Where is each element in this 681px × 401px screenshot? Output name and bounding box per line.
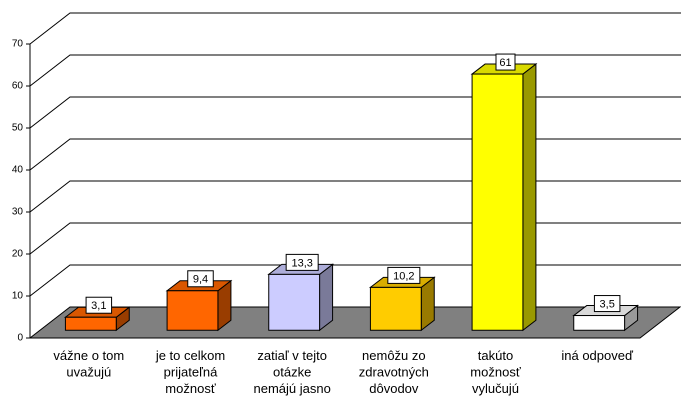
x-tick-label: takúto možnosť vylučujú	[470, 348, 521, 396]
x-tick-label-line: uvažujú	[66, 365, 111, 380]
x-tick-label: je to celkom prijateľná možnosť	[155, 348, 225, 396]
x-tick-label-line: nemôžu zo	[362, 348, 426, 363]
value-label: 3,1	[91, 300, 106, 312]
value-label: 9,4	[193, 274, 208, 286]
x-tick-label-line: prijateľná	[164, 365, 218, 380]
bar-front	[573, 315, 626, 331]
bar	[470, 63, 538, 332]
value-label-box	[187, 270, 214, 288]
y-tick-label: 50	[12, 123, 24, 134]
x-tick-label: vážne o tom uvažujú	[53, 348, 124, 380]
value-label-box	[285, 253, 319, 271]
bar	[165, 279, 233, 332]
value-label-box	[85, 296, 113, 314]
value-label: 61	[499, 57, 511, 69]
x-tick-label-line: iná odpoveď	[561, 348, 634, 363]
bar	[267, 263, 335, 332]
x-tick-label-line: nemájú jasno	[254, 381, 331, 396]
y-tick-label: 60	[12, 81, 24, 92]
bar-front	[369, 286, 422, 331]
grid-line	[29, 264, 681, 297]
bar-front	[471, 73, 524, 331]
y-tick-label: 30	[12, 207, 24, 218]
x-tick-label-line: takúto	[478, 348, 513, 363]
bar-front	[64, 316, 117, 331]
x-tick-label-line: zdravotných	[359, 365, 429, 380]
bar-side	[522, 63, 537, 332]
grid-line	[29, 222, 681, 255]
value-label-box	[495, 53, 516, 71]
x-tick-label-line: vážne o tom	[53, 348, 124, 363]
y-tick-label: 40	[12, 165, 24, 176]
bar-side	[319, 263, 334, 332]
x-tick-label-line: je to celkom	[155, 348, 225, 363]
grid-line	[29, 138, 681, 171]
x-tick-label-line: dôvodov	[369, 381, 419, 396]
y-tick-label: 70	[12, 39, 24, 50]
x-tick-label: zatiaľ v tejto otázke nemájú jasno	[254, 348, 331, 396]
grid-line	[29, 12, 681, 45]
y-tick-label: 0	[17, 333, 23, 344]
grid-line	[29, 180, 681, 213]
x-tick-label-line: zatiaľ v tejto	[257, 348, 327, 363]
value-label-box	[387, 266, 421, 284]
value-label-box	[593, 295, 621, 313]
x-tick-label-line: možnosť	[165, 381, 216, 396]
bar-front	[268, 273, 321, 331]
value-label: 3,5	[600, 298, 615, 310]
bar	[368, 276, 436, 332]
x-tick-label: iná odpoveď	[561, 348, 634, 363]
x-tick-label-line: otázke	[273, 365, 311, 380]
x-tick-label: nemôžu zo zdravotných dôvodov	[359, 348, 429, 396]
y-tick-label: 10	[12, 291, 24, 302]
grid-line	[29, 96, 681, 129]
x-tick-label-line: možnosť	[470, 365, 521, 380]
y-tick-label: 20	[12, 249, 24, 260]
grid-line	[29, 54, 681, 87]
x-tick-label-line: vylučujú	[472, 381, 519, 396]
value-label: 10,2	[393, 270, 414, 282]
value-label: 13,3	[291, 257, 312, 269]
bar-front	[166, 290, 219, 331]
